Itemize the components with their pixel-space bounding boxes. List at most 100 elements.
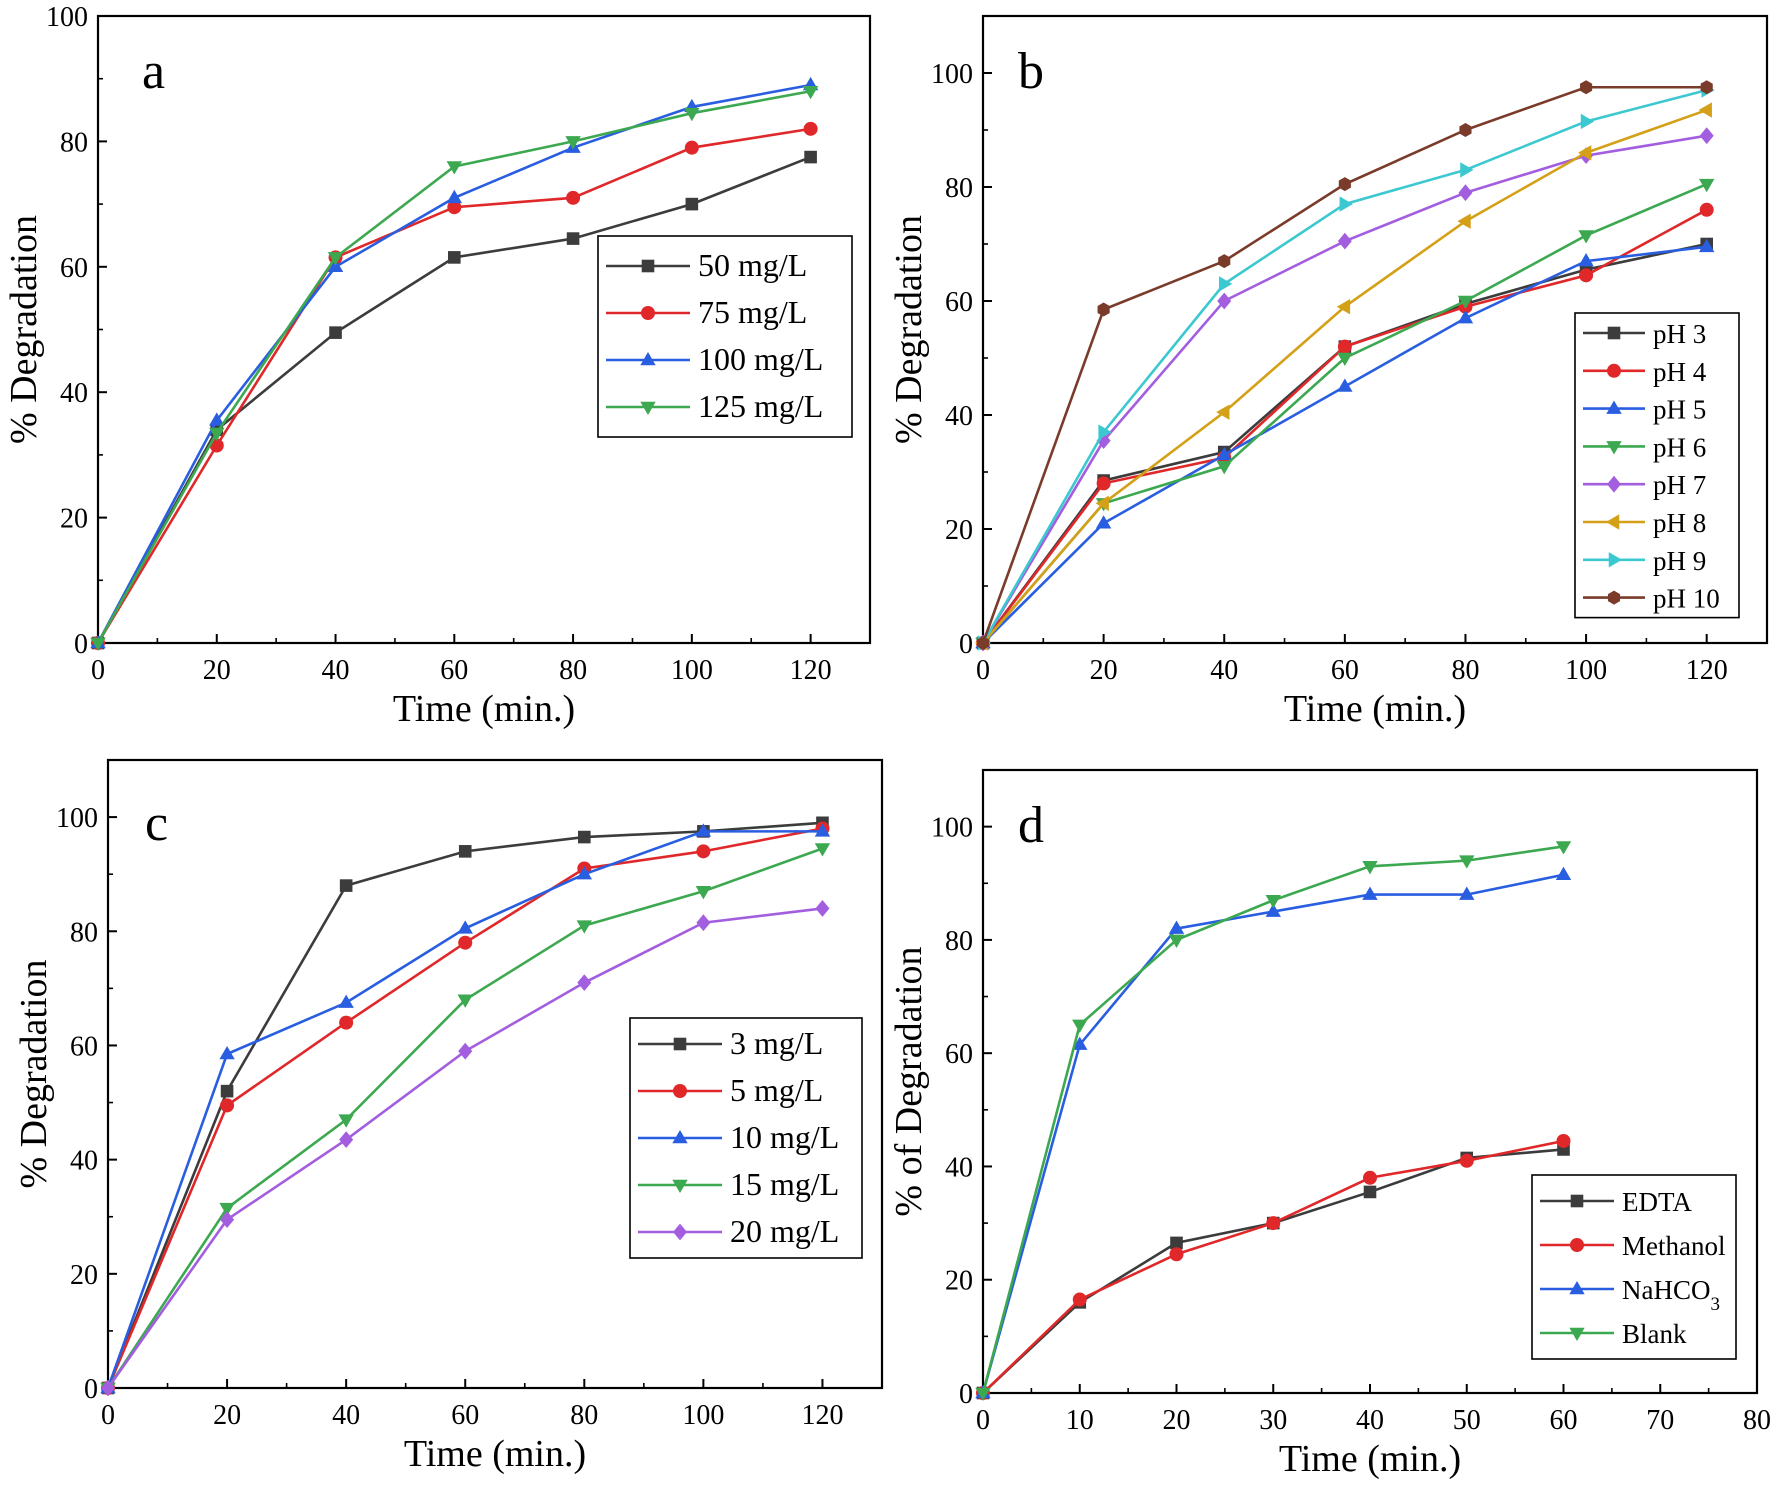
- data-point: [1072, 1036, 1088, 1050]
- y-axis-title: % Degradation: [3, 215, 45, 444]
- y-tick-label: 100: [46, 2, 88, 33]
- data-point: [803, 121, 818, 136]
- x-tick-label: 40: [322, 655, 350, 686]
- data-point: [1580, 80, 1593, 95]
- data-point: [566, 232, 580, 245]
- data-point: [1169, 1247, 1184, 1262]
- data-point: [458, 845, 472, 858]
- data-point: [1362, 861, 1378, 875]
- x-tick-label: 0: [91, 655, 105, 686]
- data-point: [1097, 302, 1110, 317]
- series-line: [981, 873, 1564, 1394]
- legend-swatch-marker: [1605, 514, 1620, 530]
- legend-label: EDTA: [1622, 1187, 1692, 1217]
- x-axis-title: Time (min.): [1284, 688, 1466, 730]
- data-point: [1698, 238, 1715, 253]
- y-tick-label: 60: [945, 287, 973, 318]
- x-tick-label: 80: [1451, 655, 1479, 686]
- data-point: [1216, 404, 1230, 420]
- x-tick-label: 80: [559, 655, 587, 686]
- y-axis-title: % Degradation: [888, 215, 930, 444]
- data-point: [101, 1379, 115, 1397]
- data-point: [1362, 886, 1378, 900]
- legend-label: pH 9: [1653, 546, 1706, 576]
- legend-box: [1531, 1174, 1737, 1360]
- data-point: [1170, 1236, 1183, 1250]
- legend-swatch-marker: [1607, 326, 1621, 340]
- data-point: [975, 1387, 991, 1402]
- data-point: [1168, 934, 1185, 948]
- y-tick-label: 80: [60, 127, 88, 158]
- data-point: [814, 843, 831, 857]
- x-tick-label: 10: [1066, 1405, 1094, 1436]
- data-point: [446, 189, 463, 204]
- data-point: [1363, 1185, 1377, 1199]
- data-point: [696, 914, 711, 932]
- legend-swatch-marker: [1607, 363, 1621, 378]
- plot-frame: [981, 14, 1769, 645]
- data-point: [338, 1114, 354, 1128]
- panel-letter: c: [145, 795, 168, 852]
- x-tick-label: 30: [1259, 1405, 1287, 1436]
- data-point: [1580, 113, 1595, 130]
- legend-swatch-marker: [640, 401, 656, 416]
- plot-frame: [106, 758, 884, 1390]
- x-tick-label: 40: [1356, 1405, 1384, 1436]
- data-point: [1216, 461, 1232, 475]
- data-point: [338, 994, 354, 1008]
- data-point: [1337, 232, 1352, 250]
- data-point: [1459, 855, 1475, 869]
- x-tick-label: 0: [976, 1405, 990, 1436]
- data-point: [566, 190, 581, 205]
- legend-swatch-marker: [1606, 441, 1622, 455]
- legend-box: [597, 235, 853, 438]
- x-tick-label: 120: [1686, 655, 1728, 686]
- data-point: [448, 251, 461, 264]
- y-tick-label: 60: [60, 253, 88, 284]
- data-point: [1218, 254, 1231, 269]
- data-point: [1457, 310, 1474, 324]
- data-point: [1217, 292, 1232, 310]
- y-tick-label: 80: [945, 926, 973, 957]
- legend-swatch-marker: [640, 351, 656, 366]
- data-point: [814, 823, 831, 837]
- x-tick-label: 40: [1210, 655, 1238, 686]
- legend-swatch-marker: [1608, 552, 1623, 568]
- legend-swatch-marker: [1606, 400, 1622, 414]
- x-tick-label: 120: [790, 655, 832, 686]
- data-point: [1098, 424, 1112, 440]
- legend-label: 10 mg/L: [730, 1119, 839, 1155]
- data-point: [329, 326, 342, 339]
- legend-box: [1574, 312, 1740, 619]
- data-point: [220, 1211, 235, 1228]
- data-point: [1095, 515, 1112, 529]
- y-tick-label: 100: [931, 813, 973, 844]
- legend-label: pH 5: [1653, 395, 1706, 425]
- x-tick-label: 20: [203, 655, 231, 686]
- data-point: [447, 200, 462, 215]
- y-tick-label: 100: [931, 59, 973, 90]
- data-point: [457, 920, 473, 934]
- data-point: [1457, 295, 1474, 310]
- data-point: [815, 900, 830, 917]
- data-point: [1096, 476, 1111, 491]
- data-point: [1699, 202, 1714, 217]
- legend-label: pH 10: [1653, 584, 1720, 614]
- legend-label: pH 6: [1653, 432, 1706, 462]
- data-point: [1699, 127, 1714, 145]
- data-point: [695, 823, 712, 837]
- data-point: [220, 1098, 235, 1113]
- data-point: [1338, 177, 1351, 192]
- legend-label: 15 mg/L: [730, 1166, 839, 1202]
- y-tick-label: 60: [70, 1031, 98, 1062]
- data-point: [1265, 895, 1281, 909]
- data-point: [1266, 1216, 1281, 1231]
- x-tick-label: 0: [101, 1400, 115, 1431]
- x-tick-label: 120: [801, 1400, 843, 1431]
- legend-swatch-marker: [1607, 475, 1621, 493]
- data-point: [1216, 446, 1232, 461]
- data-point: [339, 1131, 354, 1149]
- legend-swatch-marker: [1570, 1238, 1584, 1252]
